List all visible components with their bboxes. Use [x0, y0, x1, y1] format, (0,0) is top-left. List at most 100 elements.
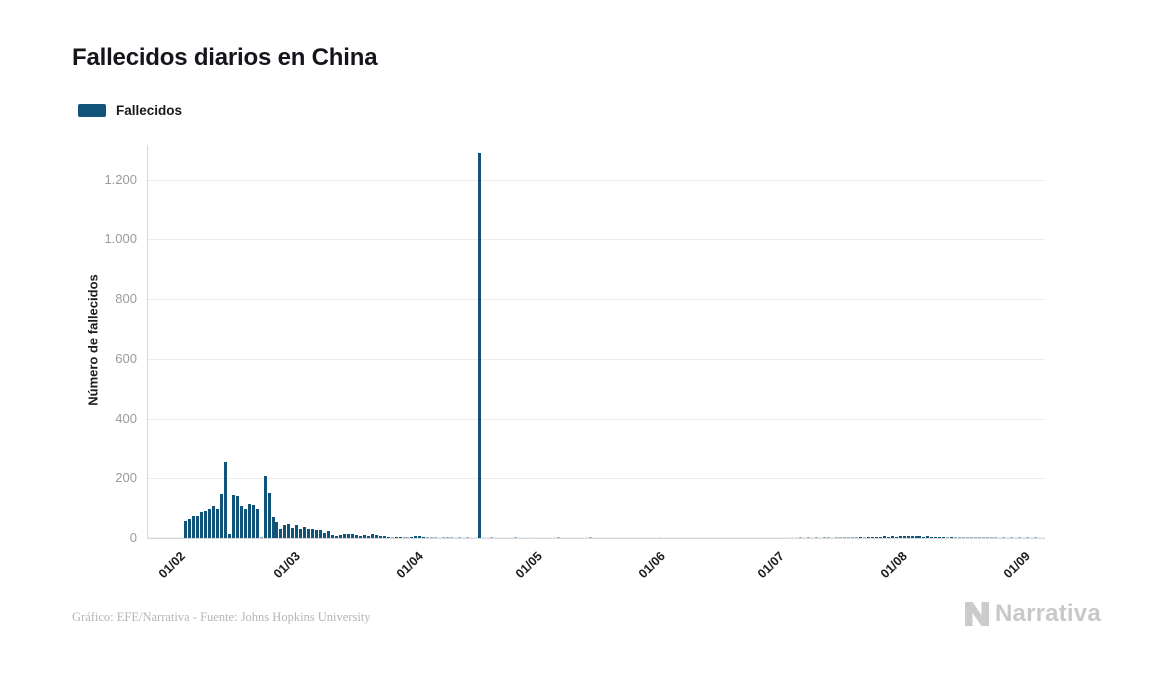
bar[interactable]: [438, 537, 442, 538]
bar[interactable]: [616, 537, 620, 538]
bar[interactable]: [739, 537, 743, 538]
bar[interactable]: [303, 526, 307, 538]
bar[interactable]: [688, 537, 692, 538]
bar[interactable]: [450, 537, 454, 538]
bar[interactable]: [656, 537, 660, 538]
bar[interactable]: [521, 537, 525, 538]
bar[interactable]: [525, 537, 529, 538]
bar[interactable]: [751, 537, 755, 538]
bar[interactable]: [593, 537, 596, 538]
bar[interactable]: [962, 537, 966, 538]
bar[interactable]: [743, 537, 747, 538]
bar[interactable]: [894, 536, 898, 538]
bar[interactable]: [862, 537, 866, 538]
bar[interactable]: [716, 537, 720, 538]
bar[interactable]: [402, 537, 406, 538]
bar[interactable]: [215, 509, 219, 538]
bar[interactable]: [692, 537, 696, 538]
bar[interactable]: [644, 537, 648, 538]
bar[interactable]: [243, 508, 247, 538]
bar[interactable]: [946, 537, 950, 538]
bar[interactable]: [723, 537, 727, 538]
bar[interactable]: [624, 537, 628, 538]
bar[interactable]: [374, 535, 378, 538]
bar[interactable]: [315, 529, 319, 538]
bar[interactable]: [414, 535, 418, 538]
bar[interactable]: [600, 537, 604, 538]
bar[interactable]: [874, 536, 878, 538]
bar[interactable]: [926, 536, 930, 538]
bar[interactable]: [993, 537, 997, 538]
bar[interactable]: [537, 537, 541, 538]
bar[interactable]: [446, 537, 450, 538]
bar[interactable]: [231, 495, 235, 538]
bar[interactable]: [469, 537, 473, 538]
bar[interactable]: [541, 537, 545, 538]
bar[interactable]: [477, 152, 481, 538]
bar[interactable]: [922, 536, 926, 538]
bar[interactable]: [712, 537, 716, 538]
bar[interactable]: [299, 528, 303, 538]
bar[interactable]: [362, 534, 366, 538]
bar[interactable]: [160, 537, 164, 538]
bar[interactable]: [636, 537, 640, 538]
bar[interactable]: [779, 537, 783, 538]
bar[interactable]: [807, 537, 811, 538]
bar[interactable]: [866, 536, 870, 538]
bar[interactable]: [247, 503, 251, 538]
bar[interactable]: [418, 536, 422, 538]
bar[interactable]: [954, 537, 958, 538]
bar[interactable]: [390, 537, 394, 538]
bar[interactable]: [545, 537, 549, 538]
bar[interactable]: [350, 534, 354, 538]
bar[interactable]: [323, 532, 327, 538]
bar[interactable]: [882, 536, 886, 538]
bar[interactable]: [684, 537, 688, 538]
bar[interactable]: [1009, 537, 1013, 538]
bar[interactable]: [831, 537, 835, 538]
bar[interactable]: [981, 537, 985, 538]
bar[interactable]: [442, 537, 446, 538]
bar[interactable]: [676, 537, 680, 538]
bar[interactable]: [291, 527, 295, 538]
bar[interactable]: [200, 512, 204, 538]
bar[interactable]: [906, 536, 910, 538]
bar[interactable]: [553, 537, 557, 538]
bar[interactable]: [847, 537, 851, 538]
bar[interactable]: [700, 537, 704, 538]
bar[interactable]: [346, 533, 350, 538]
bar[interactable]: [533, 537, 537, 538]
bar[interactable]: [342, 534, 346, 538]
bar[interactable]: [672, 537, 676, 538]
bar[interactable]: [156, 537, 160, 538]
bar[interactable]: [755, 537, 759, 538]
bar[interactable]: [735, 537, 739, 538]
bar[interactable]: [680, 537, 684, 538]
bar[interactable]: [426, 537, 430, 538]
bar[interactable]: [398, 536, 402, 538]
bar[interactable]: [930, 536, 934, 538]
bar[interactable]: [485, 537, 489, 538]
bar[interactable]: [1021, 537, 1025, 538]
bar[interactable]: [466, 537, 469, 538]
bar[interactable]: [366, 535, 370, 538]
bar[interactable]: [596, 537, 600, 538]
bar[interactable]: [184, 520, 188, 538]
bar[interactable]: [938, 536, 942, 538]
bar[interactable]: [902, 535, 906, 538]
bar[interactable]: [612, 537, 616, 538]
bar[interactable]: [434, 537, 438, 538]
bar[interactable]: [283, 524, 287, 538]
bar[interactable]: [219, 494, 223, 538]
bar[interactable]: [307, 528, 311, 538]
bar[interactable]: [767, 537, 771, 538]
bar[interactable]: [172, 537, 176, 538]
bar[interactable]: [208, 509, 212, 538]
bar[interactable]: [180, 537, 184, 538]
bar[interactable]: [259, 537, 263, 538]
bar[interactable]: [279, 529, 283, 538]
bar[interactable]: [589, 537, 593, 538]
bar[interactable]: [327, 531, 331, 538]
bar[interactable]: [176, 537, 180, 538]
bar[interactable]: [148, 537, 152, 538]
